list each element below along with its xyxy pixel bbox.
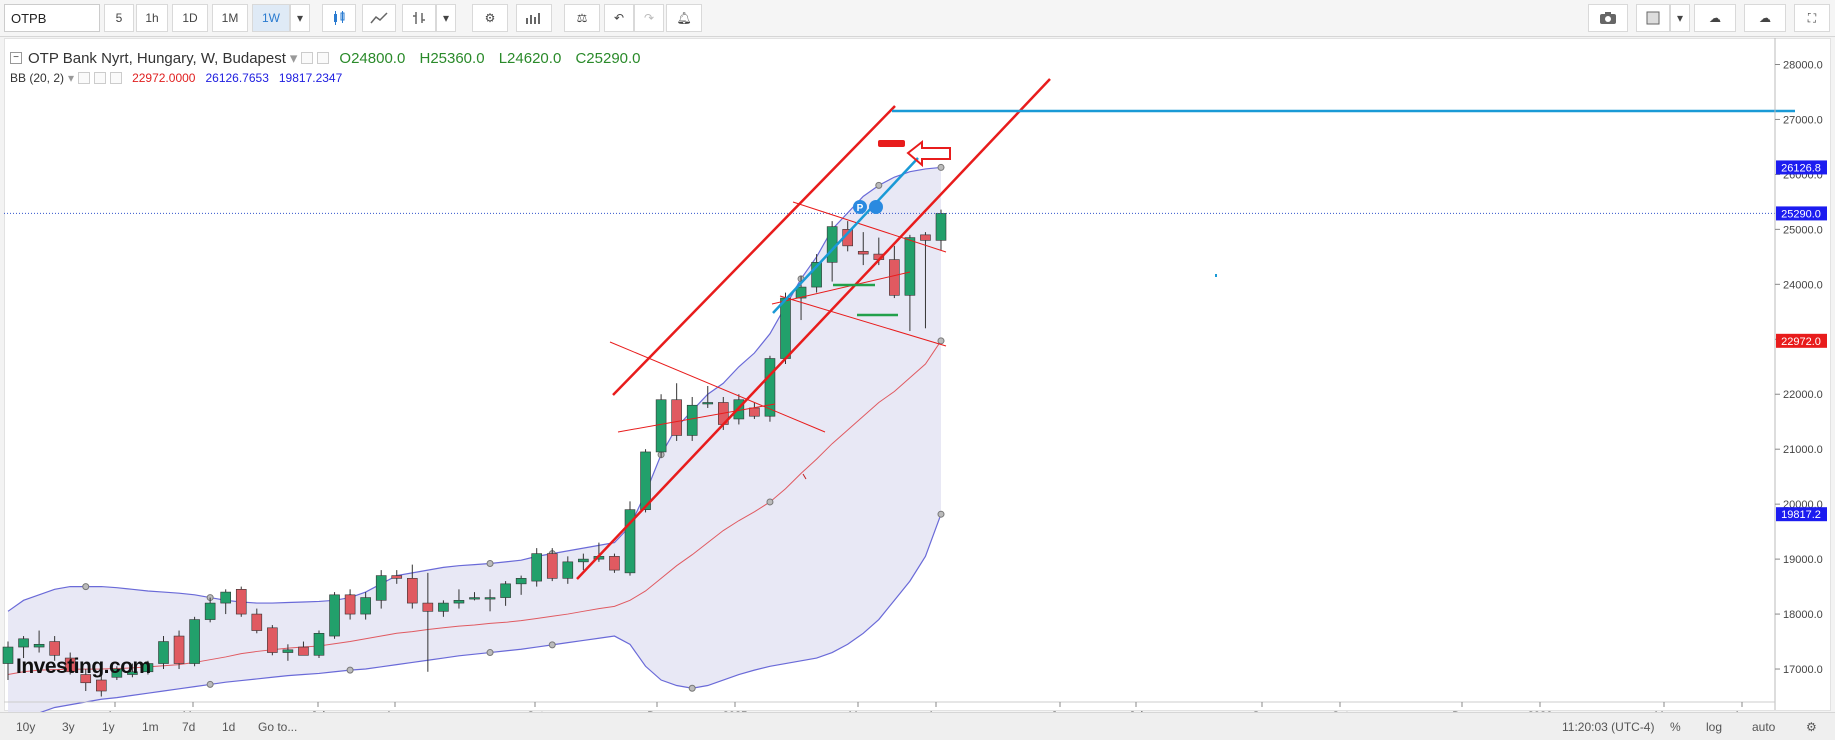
redo-icon[interactable]: ↷ [634, 4, 664, 32]
range-1y-button[interactable]: 1y [102, 720, 115, 734]
line-chart-type-icon[interactable] [362, 4, 396, 32]
open-value: O24800.0 [339, 49, 406, 67]
clock-display: 11:20:03 (UTC-4) [1562, 720, 1655, 734]
undo-icon[interactable]: ↶ [604, 4, 634, 32]
instrument-title: OTP Bank Nyrt, Hungary, W, Budapest [28, 49, 286, 67]
bb-settings-icon[interactable] [94, 72, 107, 84]
bb-close-icon[interactable] [110, 72, 123, 84]
layout-chevron-down-icon[interactable]: ▾ [1670, 4, 1690, 32]
collapse-legend-icon[interactable]: − [10, 52, 22, 64]
eye-toggle-icon[interactable] [301, 52, 314, 64]
interval-1h-button[interactable]: 1h [136, 4, 168, 32]
bars-chart-type-icon[interactable] [402, 4, 436, 32]
go-to-date-button[interactable]: Go to... [258, 720, 298, 734]
chart-area[interactable] [4, 38, 1831, 711]
high-value: H25360.0 [419, 49, 485, 67]
chart-toolbar: 5 1h 1D 1M 1W ▾ ▾ ⚙ ⚖ ↶ ↷ 🔔︎ ▾ ☁ ☁ ⛶ [0, 0, 1835, 37]
range-7d-button[interactable]: 7d [182, 720, 196, 734]
compare-scale-icon[interactable]: ⚖ [564, 4, 600, 32]
bb-upper-value: 26126.7653 [205, 71, 269, 85]
bottom-toolbar: 10y 3y 1y 1m 7d 1d Go to... 11:20:03 (UT… [0, 712, 1835, 740]
interval-1w-button[interactable]: 1W [252, 4, 290, 32]
low-value: L24620.0 [498, 49, 562, 67]
title-chevron-down-icon[interactable]: ▾ [289, 50, 298, 67]
candles-chart-type-icon[interactable] [322, 4, 356, 32]
auto-scale-toggle[interactable]: auto [1752, 720, 1776, 734]
screenshot-camera-icon[interactable] [1588, 4, 1628, 32]
settings-small-icon[interactable] [317, 52, 330, 64]
cloud-save-icon[interactable]: ☁ [1744, 4, 1786, 32]
watermark-text: Investing.com [16, 655, 151, 678]
close-value: C25290.0 [575, 49, 641, 67]
log-scale-toggle[interactable]: log [1706, 720, 1723, 734]
bb-lower-value: 19817.2347 [278, 71, 343, 85]
range-1d-button[interactable]: 1d [222, 720, 236, 734]
interval-1m-button[interactable]: 1M [212, 4, 248, 32]
range-1m-button[interactable]: 1m [142, 720, 159, 734]
bb-indicator-label[interactable]: BB (20, 2) [10, 71, 65, 85]
investing-watermark-logo: Investing.com [16, 655, 151, 679]
interval-dropdown-chevron-down-icon[interactable]: ▾ [290, 4, 310, 32]
percent-scale-toggle[interactable]: % [1670, 720, 1681, 734]
bb-chevron-down-icon[interactable]: ▾ [68, 71, 75, 85]
fullscreen-icon[interactable]: ⛶ [1794, 4, 1830, 32]
chart-legend: − OTP Bank Nyrt, Hungary, W, Budapest ▾ … [10, 48, 641, 88]
range-10y-button[interactable]: 10y [16, 720, 36, 734]
bb-mid-value: 22972.0000 [132, 71, 196, 85]
settings-gear-icon[interactable]: ⚙ [472, 4, 508, 32]
interval-5-button[interactable]: 5 [104, 4, 134, 32]
cloud-load-icon[interactable]: ☁ [1694, 4, 1736, 32]
range-3y-button[interactable]: 3y [62, 720, 75, 734]
chart-type-chevron-down-icon[interactable]: ▾ [436, 4, 456, 32]
bb-eye-icon[interactable] [78, 72, 91, 84]
bottom-settings-gear-icon[interactable]: ⚙ [1806, 720, 1817, 734]
ohlc-values: O24800.0 H25360.0 L24620.0 C25290.0 [329, 50, 640, 67]
symbol-input[interactable] [4, 4, 100, 32]
alert-bell-icon[interactable]: 🔔︎ [666, 4, 702, 32]
layout-square-icon[interactable] [1636, 4, 1670, 32]
interval-1d-button[interactable]: 1D [172, 4, 208, 32]
indicators-icon[interactable] [516, 4, 552, 32]
